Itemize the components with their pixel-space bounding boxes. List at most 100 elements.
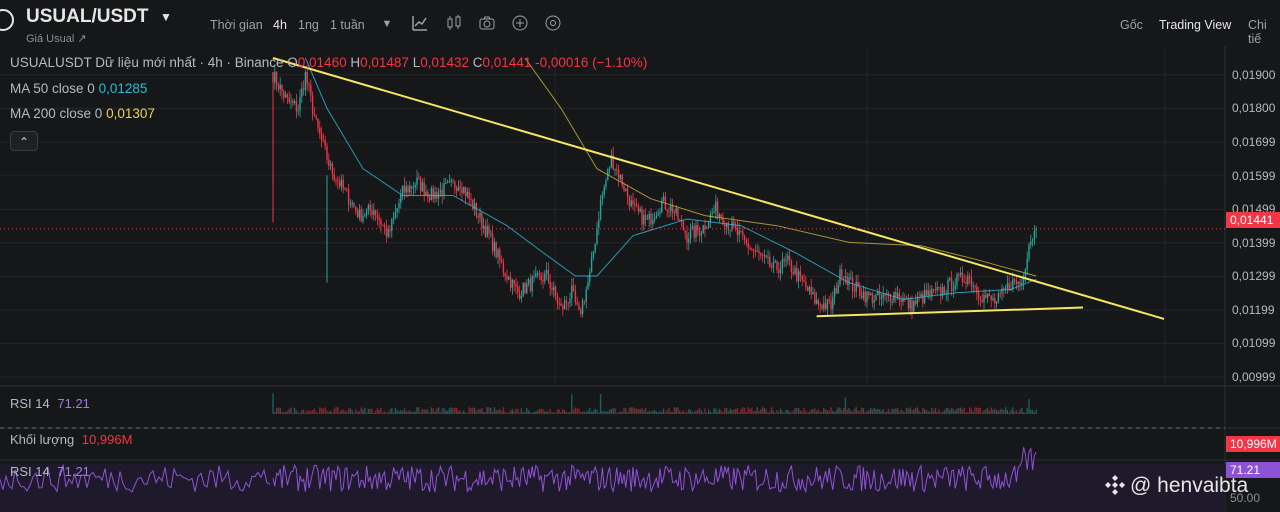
volume-bar [844,397,847,414]
ma50-legend[interactable]: MA 50 close 0 0,01285 [10,81,147,96]
volume-bar [643,410,645,414]
volume-bar [524,411,526,414]
price-axis-tick: 0,01900 [1232,67,1276,82]
candle-type-icon[interactable] [444,14,464,34]
candle-body [884,294,886,296]
rsi-value: 71.21 [57,464,90,479]
volume-bar [344,410,346,414]
candle-body [896,293,899,297]
candle-body [769,256,771,267]
candle-body [508,277,510,280]
candle-body [524,282,526,294]
nav-original[interactable]: Gốc [1120,18,1143,32]
volume-bar [389,409,391,414]
interval-4h[interactable]: 4h [273,18,287,32]
volume-bar [841,410,843,414]
candle-body [598,219,600,228]
volume-bar [319,407,321,414]
ma200-legend[interactable]: MA 200 close 0 0,01307 [10,106,155,121]
candle-body [929,290,931,296]
candle-body [398,202,400,209]
volume-bar [992,409,994,414]
candle-body [655,215,658,219]
symbol-subtitle-link[interactable]: Giá Usual ↗ [26,33,87,45]
volume-bar [869,407,872,414]
interval-1d[interactable]: 1ng [298,18,319,32]
interval-dropdown-icon[interactable]: ▼ [381,18,393,30]
candle-body [679,219,681,221]
candle-body [722,217,724,225]
volume-bar [355,409,357,414]
volume-bar [1019,409,1021,414]
legend-open-label: O [287,55,298,70]
candle-body [826,299,829,309]
candle-body [792,272,794,275]
volume-bar [612,408,614,414]
volume-bar [409,410,411,414]
collapse-legend-button[interactable]: ⌃ [10,131,38,151]
interval-1w[interactable]: 1 tuần [330,18,365,32]
volume-bar [562,409,564,414]
nav-tradingview[interactable]: Trading View [1159,18,1232,32]
volume-bar [432,408,434,414]
add-icon[interactable] [510,14,530,34]
volume-bar [434,411,436,414]
settings-icon[interactable] [543,14,563,34]
volume-bar [580,411,582,414]
volume-bar [895,408,897,414]
volume-bar [655,411,658,414]
candle-body [659,212,661,214]
candle-body [857,281,859,287]
nav-details[interactable]: Chi tiế [1248,18,1267,46]
candle-body [644,215,647,220]
volume-bar [878,409,881,414]
symbol-title[interactable]: USUAL/USDT [26,6,149,27]
camera-icon[interactable] [477,14,497,34]
candle-body [671,205,674,213]
candle-body [859,286,861,296]
volume-bar [371,408,373,414]
candle-body [526,283,528,294]
volume-bar [506,412,508,414]
candle-body [315,116,317,119]
coin-logo-icon [0,9,14,31]
candle-body [976,286,978,293]
candle-body [686,233,688,243]
candle-body [949,278,951,280]
volume-bar [974,407,976,414]
volume-bar [889,412,892,414]
candle-body [967,276,969,284]
candle-body [958,274,960,276]
legend-change: -0,00016 (−1.10%) [535,55,648,70]
candle-body [583,300,586,302]
volume-bar [369,409,371,414]
candle-body [328,159,330,166]
candle-body [338,181,341,187]
volume-bar [274,411,276,414]
candle-body [450,180,452,182]
volume-bar [871,409,874,414]
volume-bar [994,408,996,414]
indicator-icon[interactable] [410,14,430,34]
volume-bar [576,408,578,414]
candle-body [932,288,935,290]
binance-logo-icon [1105,475,1125,495]
volume-bar [977,407,980,414]
candle-body [542,279,544,282]
candle-body [963,281,965,283]
candle-body [961,272,964,282]
symbol-dropdown-icon[interactable]: ▼ [160,10,172,24]
candle-body [625,188,627,191]
volume-bar [308,410,310,414]
current-price-tag: 0,01441 [1226,212,1280,228]
volume-bar [472,407,474,414]
volume-value: 10,996M [81,432,133,447]
volume-bar [803,408,805,414]
price-chart[interactable] [0,46,1280,512]
candle-body [882,294,884,299]
volume-bar [380,407,382,414]
volume-bar [846,409,848,414]
volume-bar [526,408,528,414]
candle-body [481,213,483,229]
volume-bar [686,411,688,414]
